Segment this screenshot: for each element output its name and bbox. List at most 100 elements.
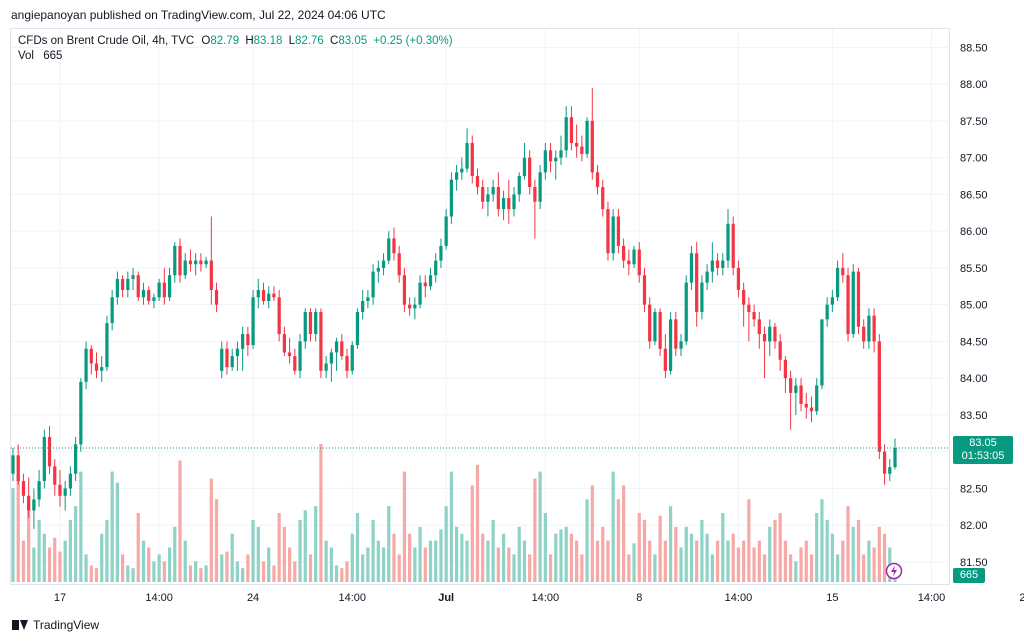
volume-bar [167,547,172,582]
candle-body [721,260,725,268]
plot-frame[interactable] [10,28,950,585]
candle-body [799,385,803,404]
candle-body [68,473,73,489]
volume-bar [804,540,808,582]
y-tick-label: 84.00 [960,373,988,385]
x-tick-label: 15 [826,592,838,604]
volume-bar [194,561,198,582]
volume-bar [454,526,459,582]
candle-body [63,488,67,496]
volume-bar [428,540,433,582]
volume-legend: Vol 665 [18,50,62,62]
publisher-line: angiepanoyan published on TradingView.co… [11,8,386,22]
candle-body [501,198,506,210]
candle-body [491,187,495,195]
volume-bar [773,519,777,582]
volume-bar [642,519,647,582]
change-value: +0.25 (+0.30%) [373,35,453,47]
candle-body [642,275,647,305]
candle-body [350,345,354,371]
candle-body [606,209,610,254]
candle-body [381,260,386,268]
symbol-title[interactable]: CFDs on Brent Crude Oil, 4h, TVC [18,35,195,47]
candle-body [220,348,224,371]
volume-bar [747,499,751,582]
candle-body [324,363,328,371]
candle-body [820,319,824,386]
candle-body [862,326,866,342]
volume-bar [689,533,694,582]
volume-bar [126,565,130,582]
volume-bar [392,533,396,582]
candle-body [115,278,119,298]
candle-body [147,289,151,301]
volume-bar [882,533,887,582]
candle-body [538,172,542,202]
volume-bar [345,561,349,582]
volume-bar [590,485,594,582]
x-tick-label: 14:00 [532,592,560,604]
candle-body [778,341,782,360]
y-tick-label: 86.50 [960,189,988,201]
flash-icon[interactable] [885,562,903,580]
volume-bar [272,565,276,582]
candle-body [481,187,485,202]
low-value: 82.76 [295,35,324,47]
candle-body [256,289,260,298]
volume-bar [543,513,547,582]
y-tick-label: 85.50 [960,263,988,275]
candle-body [460,168,464,173]
volume-bar [522,540,527,582]
high-value: 83.18 [253,35,283,47]
volume-bar [820,499,824,582]
volume-layer [11,444,897,582]
y-tick-label: 87.50 [960,116,988,128]
candle-body [105,323,109,368]
volume-bar [115,482,119,582]
volume-bar [267,547,271,582]
candle-body [454,172,459,180]
volume-bar [742,540,746,582]
volume-bar [799,547,803,582]
candle-body [888,467,892,474]
volume-bar [637,513,641,582]
y-tick-label: 85.00 [960,300,988,312]
candle-body [418,282,422,305]
volume-bar [616,499,621,582]
candle-body [809,407,814,412]
footer-brand[interactable]: TradingView [12,618,99,632]
volume-bar [241,568,245,582]
candle-body [595,172,600,188]
candle-body [449,179,454,217]
volume-bar [569,533,574,582]
volume-bar [79,471,83,582]
candle-body [715,260,720,268]
candle-body [162,282,166,298]
candle-body [794,385,798,393]
volume-bar [481,533,485,582]
y-tick-label: 84.50 [960,336,988,348]
candle-body [188,260,193,265]
candle-body [303,312,307,342]
volume-bar [308,554,313,582]
candle-body [428,275,433,287]
candle-body [507,198,511,210]
candle-body [700,282,704,313]
candle-body [194,260,198,265]
volume-bar [413,547,417,582]
candle-body [397,253,401,276]
candle-body [251,297,255,346]
x-tick-label: 24 [247,592,259,604]
volume-bar [209,478,213,582]
candle-body [16,455,20,482]
volume-bar [16,474,20,582]
volume-bar [830,533,834,582]
candle-body [804,403,808,408]
volume-bar [282,526,287,582]
candle-body [53,466,57,485]
candle-body [126,278,130,290]
volume-bar [606,540,610,582]
candle-body [789,378,793,393]
volume-bar [862,554,866,582]
